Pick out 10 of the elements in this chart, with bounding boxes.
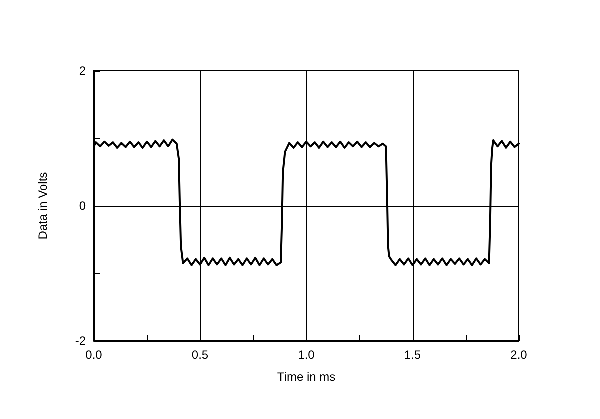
x-axis-title: Time in ms — [277, 370, 336, 384]
y-tick-label: 2 — [79, 64, 86, 78]
x-tick-label: 1.0 — [298, 348, 316, 362]
y-tick-label: -2 — [75, 334, 86, 348]
y-axis-title: Data in Volts — [36, 172, 50, 240]
x-tick-label: 2.0 — [510, 348, 528, 362]
x-tick-label: 0.5 — [192, 348, 209, 362]
x-tick-label: 1.5 — [404, 348, 422, 362]
x-tick-label: 0.0 — [86, 348, 103, 362]
y-tick-label: 0 — [79, 199, 86, 213]
